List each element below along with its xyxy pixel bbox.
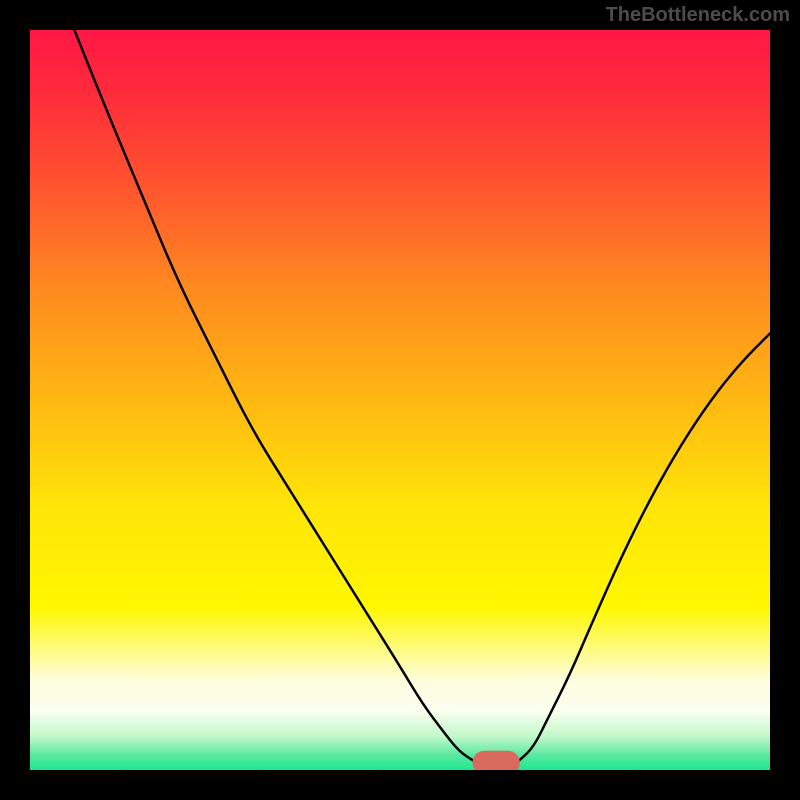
branding-text: TheBottleneck.com bbox=[606, 4, 790, 27]
optimal-marker bbox=[473, 751, 520, 770]
bottleneck-chart bbox=[30, 30, 770, 770]
chart-background bbox=[30, 30, 770, 770]
chart-svg bbox=[30, 30, 770, 770]
